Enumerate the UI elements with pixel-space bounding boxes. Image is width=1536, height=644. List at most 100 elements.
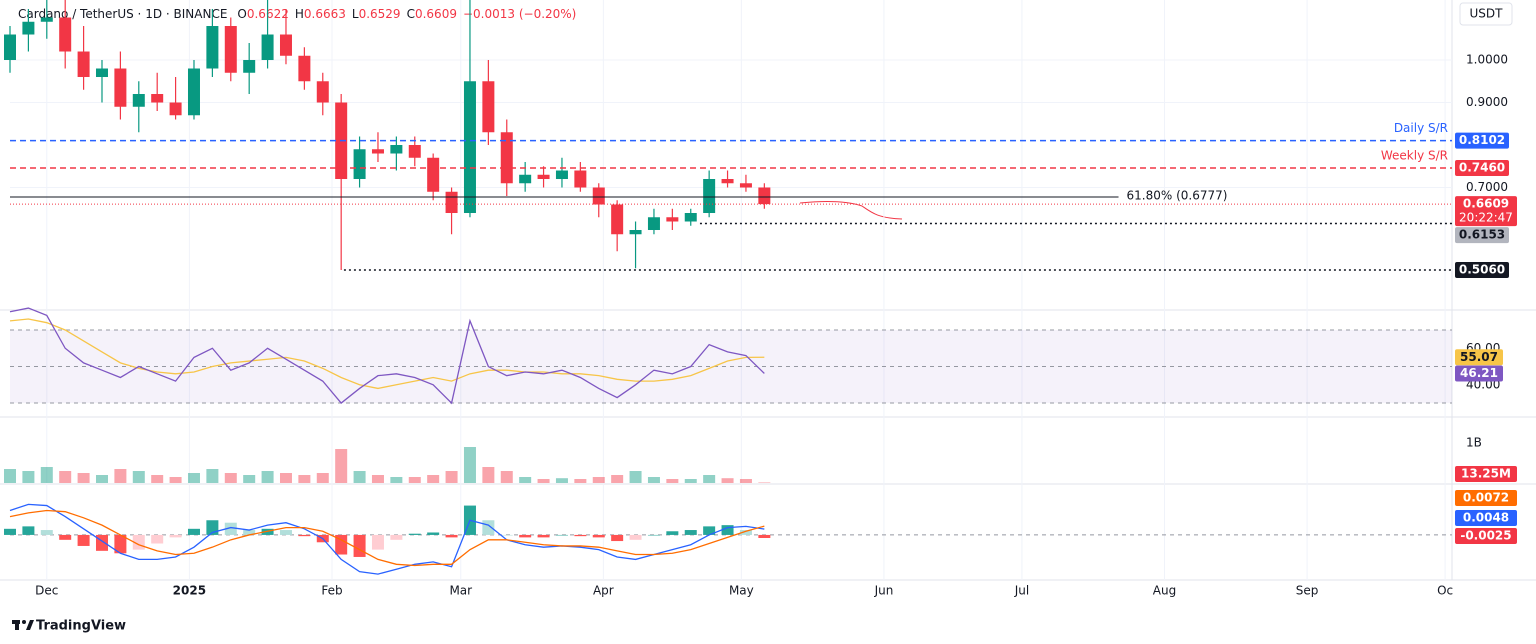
volume-bar [574, 479, 587, 483]
ohlc-value: 0.6609 [415, 7, 457, 21]
last-value: 0.0048 [1463, 511, 1509, 525]
candle-body [22, 21, 35, 35]
histogram-bar [500, 534, 513, 536]
x-tick-label: Mar [449, 584, 472, 598]
histogram-bar [114, 534, 127, 554]
x-tick-label: Aug [1153, 584, 1176, 598]
x-tick-label: Oc [1437, 584, 1453, 598]
candle-body [40, 17, 53, 22]
histogram-bar [629, 534, 642, 540]
level-label-box [1455, 261, 1509, 278]
change: −0.0013 (−0.20%) [463, 7, 576, 21]
header: Cardano / TetherUS · 1D · BINANCEO0.6622… [18, 7, 576, 21]
y-tick-label: 0.7000 [1466, 180, 1508, 194]
x-tick-label: May [729, 584, 754, 598]
candle-body [537, 174, 550, 180]
histogram-bar [335, 534, 348, 555]
ohlc-value: 0.6529 [359, 7, 401, 21]
last-value: 0.0072 [1463, 491, 1509, 505]
volume-bar [4, 469, 16, 483]
currency-box [1459, 2, 1513, 26]
volume-bar [59, 471, 72, 483]
candle-body [758, 187, 771, 205]
level-label: 0.6153 [1459, 228, 1505, 242]
candle-body [151, 94, 164, 103]
histogram-bar [647, 534, 660, 536]
candle-body [224, 26, 237, 73]
countdown: 20:22:47 [1459, 211, 1513, 225]
volume-bar [721, 478, 734, 483]
volume-label: 13.25M [1461, 467, 1511, 481]
ohlc-key: O [237, 7, 246, 21]
histogram-bar [353, 534, 366, 557]
level-label: 0.8102 [1459, 133, 1505, 147]
level-label-box [1455, 132, 1509, 149]
level-name: Daily S/R [1394, 121, 1448, 135]
candle-body [371, 149, 384, 154]
line [9, 307, 765, 405]
candle-body [463, 81, 476, 214]
currency: USDT [1470, 7, 1504, 21]
histogram-bar [592, 534, 605, 538]
histogram-bar [555, 534, 568, 536]
histogram-bar [95, 534, 108, 551]
volume-bar [151, 475, 164, 483]
last-price: 0.6609 [1463, 197, 1509, 211]
candle-body [703, 179, 716, 214]
candle-body [169, 102, 182, 116]
candle-body [408, 145, 421, 158]
last-value: -0.0025 [1460, 529, 1511, 543]
volume-label-box [1455, 466, 1517, 482]
candle-body [187, 68, 200, 116]
volume-bar [427, 475, 440, 483]
x-tick-label: Dec [35, 584, 58, 598]
candle-body [95, 68, 108, 78]
histogram-bar [721, 525, 734, 535]
histogram-bar [169, 534, 182, 538]
histogram-bar [684, 530, 697, 535]
symbol: Cardano / TetherUS · 1D · BINANCE [18, 7, 227, 21]
candle-body [316, 81, 329, 103]
candle-body [132, 94, 145, 107]
y-tick-label: 1.0000 [1466, 53, 1508, 67]
candle-body [59, 17, 72, 52]
candle-body [114, 68, 127, 107]
last-value: 46.21 [1460, 366, 1498, 380]
volume-bar [353, 471, 366, 483]
x-tick-label: Jul [1014, 584, 1029, 598]
volume-bar [463, 447, 476, 483]
volume-bar [243, 475, 256, 483]
x-tick-label: Apr [593, 584, 614, 598]
ohlc-key: L [352, 7, 359, 21]
ohlc-key: H [295, 7, 304, 21]
histogram-bar [666, 531, 679, 535]
volume-bar [390, 477, 403, 483]
candle-body [482, 81, 495, 133]
ohlc-key: C [407, 7, 415, 21]
line [9, 503, 765, 575]
level-label: 0.7460 [1459, 160, 1505, 174]
volume-bar [224, 473, 237, 483]
level-name: 61.80% (0.6777) [1127, 188, 1228, 202]
volume-bar [482, 467, 495, 483]
candle-body [298, 55, 311, 82]
brand-logo [12, 620, 34, 630]
volume-bar [629, 471, 642, 483]
histogram-bar [408, 533, 421, 535]
candle-body [721, 179, 734, 184]
level-name: Weekly S/R [1381, 148, 1448, 162]
volume-bar [335, 449, 348, 483]
logo-part [26, 620, 34, 630]
y-tick-label: 0.9000 [1466, 95, 1508, 109]
volume-bar [316, 473, 329, 483]
histogram-bar [519, 534, 532, 538]
candle-body [243, 60, 256, 73]
candle-body [500, 132, 513, 184]
candle-body [445, 191, 458, 214]
volume-bar [169, 477, 182, 483]
histogram-bar [482, 520, 495, 535]
volume-bar [22, 471, 35, 483]
volume-bar [279, 473, 292, 483]
